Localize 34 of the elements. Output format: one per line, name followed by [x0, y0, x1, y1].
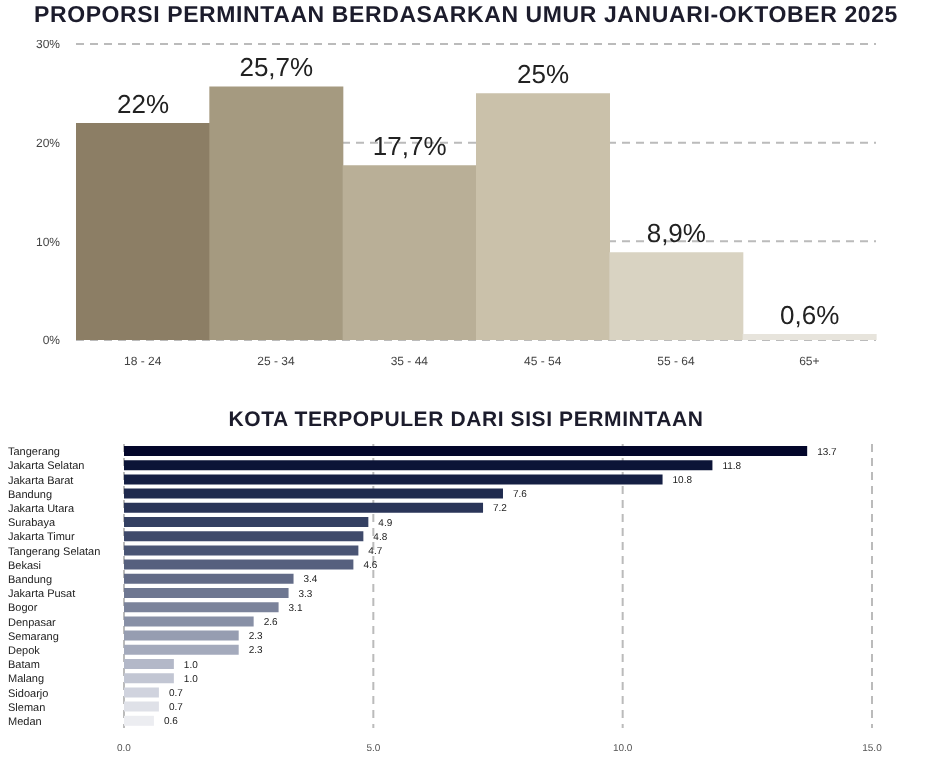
bar: [609, 252, 744, 340]
bar: [124, 644, 239, 655]
bar: [124, 502, 484, 513]
bar: [124, 573, 294, 584]
bar: [124, 602, 279, 613]
bar: [76, 122, 210, 340]
bar: [124, 446, 808, 456]
bar: [124, 559, 354, 570]
bar: [742, 334, 877, 340]
bar: [124, 701, 159, 712]
bar: [476, 93, 610, 340]
chart-title: KOTA TERPOPULER DARI SISI PERMINTAAN: [226, 408, 706, 436]
bar: [124, 616, 254, 627]
data-label: 22%: [116, 88, 170, 119]
bar: [124, 488, 503, 499]
bar: [342, 165, 477, 340]
data-label: 25%: [516, 59, 570, 90]
bar: [124, 460, 713, 471]
data-label: 0,6%: [780, 300, 841, 331]
bar: [124, 545, 359, 556]
bar: [124, 630, 239, 641]
data-label: 17,7%: [372, 131, 448, 162]
bar: [124, 715, 154, 726]
data-label: 25,7%: [239, 52, 315, 83]
bar: [209, 86, 344, 340]
bar: [124, 687, 159, 698]
bar: [124, 531, 364, 542]
bar: [124, 659, 174, 669]
bar: [124, 517, 369, 527]
data-label: 8,9%: [646, 218, 707, 249]
chart-title: PROPORSI PERMINTAAN BERDASARKAN UMUR JANUARI-OKTOBER 2025: [32, 4, 900, 32]
bar: [124, 588, 289, 598]
bar: [124, 474, 663, 485]
bar: [124, 673, 174, 684]
